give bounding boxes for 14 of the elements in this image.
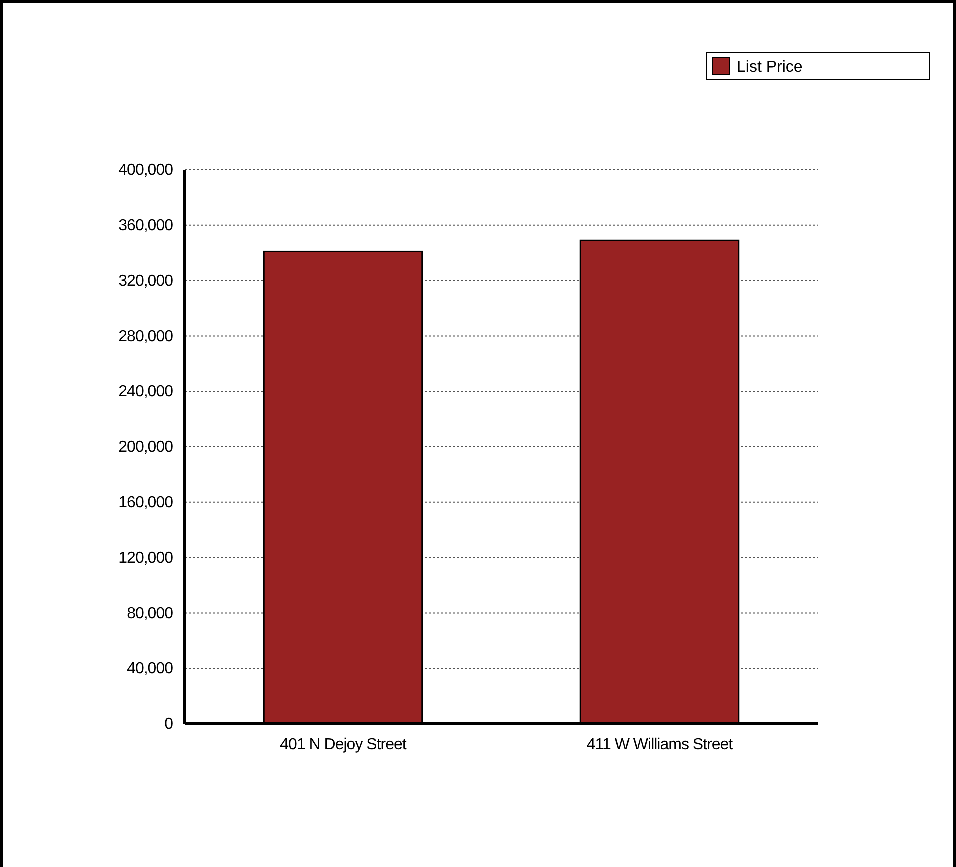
y-tick-label: 80,000 xyxy=(127,605,174,622)
y-tick-label: 200,000 xyxy=(118,439,174,456)
x-tick-label: 401 N Dejoy Street xyxy=(280,736,408,754)
y-tick-label: 240,000 xyxy=(118,384,174,401)
legend-label: List Price xyxy=(737,59,803,76)
y-tick-label: 120,000 xyxy=(118,550,174,567)
y-tick-label: 160,000 xyxy=(118,494,174,512)
y-tick-label: 400,000 xyxy=(118,162,174,180)
y-tick-label: 0 xyxy=(164,716,174,734)
y-tick-label: 40,000 xyxy=(127,660,174,678)
y-tick-label: 280,000 xyxy=(118,328,174,346)
y-tick-label: 360,000 xyxy=(118,218,174,235)
y-tick-label: 320,000 xyxy=(118,272,174,290)
x-tick-label: 411 W Williams Street xyxy=(586,736,734,754)
